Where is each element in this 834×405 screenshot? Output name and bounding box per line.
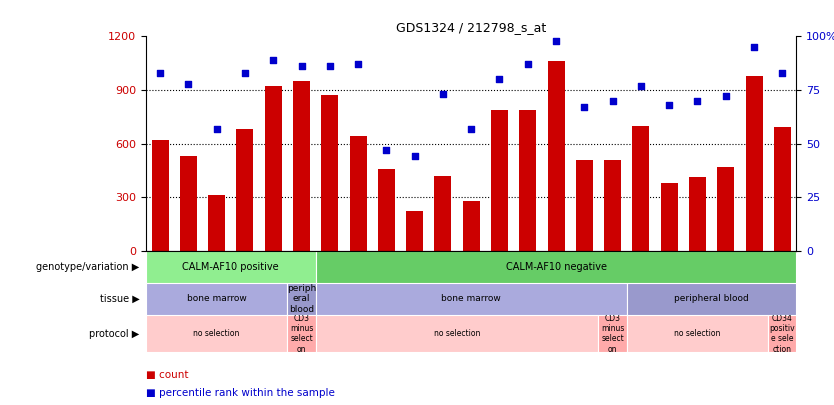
Point bbox=[182, 80, 195, 87]
Text: no selection: no selection bbox=[193, 329, 240, 338]
Bar bbox=[491, 110, 508, 251]
Point bbox=[550, 38, 563, 44]
Text: no selection: no selection bbox=[675, 329, 721, 338]
Point bbox=[521, 61, 535, 68]
Bar bbox=[599, 315, 627, 352]
Text: CD3
minus
select
on: CD3 minus select on bbox=[290, 313, 314, 354]
Point bbox=[153, 70, 167, 76]
Bar bbox=[349, 136, 367, 251]
Text: CD34
positiv
e sele
ction: CD34 positiv e sele ction bbox=[770, 313, 795, 354]
Text: no selection: no selection bbox=[434, 329, 480, 338]
Point bbox=[379, 147, 393, 153]
Bar bbox=[632, 126, 650, 251]
Bar bbox=[548, 62, 565, 251]
Bar bbox=[321, 95, 339, 251]
Bar bbox=[208, 195, 225, 251]
Point bbox=[239, 70, 252, 76]
Point bbox=[408, 153, 421, 160]
Point bbox=[323, 63, 336, 70]
Bar bbox=[717, 167, 734, 251]
Bar bbox=[146, 251, 315, 283]
Bar bbox=[627, 315, 768, 352]
Bar bbox=[315, 283, 627, 315]
Text: ■ percentile rank within the sample: ■ percentile rank within the sample bbox=[146, 388, 334, 398]
Text: CALM-AF10 negative: CALM-AF10 negative bbox=[505, 262, 606, 272]
Text: genotype/variation ▶: genotype/variation ▶ bbox=[36, 262, 139, 272]
Bar bbox=[315, 251, 796, 283]
Bar bbox=[520, 110, 536, 251]
Text: peripheral blood: peripheral blood bbox=[674, 294, 749, 303]
Text: bone marrow: bone marrow bbox=[187, 294, 247, 303]
Point bbox=[578, 104, 591, 111]
Point bbox=[493, 76, 506, 83]
Bar bbox=[768, 315, 796, 352]
Bar bbox=[435, 176, 451, 251]
Text: bone marrow: bone marrow bbox=[441, 294, 501, 303]
Bar bbox=[689, 177, 706, 251]
Point bbox=[719, 93, 732, 100]
Bar bbox=[378, 168, 394, 251]
Bar bbox=[627, 283, 796, 315]
Bar bbox=[746, 76, 762, 251]
Bar bbox=[604, 160, 621, 251]
Point bbox=[436, 91, 450, 98]
Point bbox=[747, 44, 761, 50]
Bar bbox=[575, 160, 593, 251]
Point bbox=[465, 125, 478, 132]
Bar bbox=[406, 211, 423, 251]
Point bbox=[295, 63, 309, 70]
Bar bbox=[146, 315, 288, 352]
Text: protocol ▶: protocol ▶ bbox=[89, 328, 139, 339]
Bar bbox=[315, 315, 599, 352]
Bar bbox=[463, 200, 480, 251]
Text: periph
eral
blood: periph eral blood bbox=[287, 284, 316, 314]
Point bbox=[662, 102, 676, 108]
Bar bbox=[774, 128, 791, 251]
Bar bbox=[288, 283, 315, 315]
Text: CD3
minus
select
on: CD3 minus select on bbox=[601, 313, 625, 354]
Point bbox=[210, 125, 224, 132]
Text: CALM-AF10 positive: CALM-AF10 positive bbox=[183, 262, 279, 272]
Point bbox=[606, 98, 620, 104]
Title: GDS1324 / 212798_s_at: GDS1324 / 212798_s_at bbox=[396, 21, 546, 34]
Bar bbox=[293, 81, 310, 251]
Bar bbox=[661, 183, 678, 251]
Bar bbox=[180, 156, 197, 251]
Point bbox=[267, 57, 280, 63]
Point bbox=[691, 98, 704, 104]
Text: ■ count: ■ count bbox=[146, 370, 188, 379]
Point bbox=[351, 61, 364, 68]
Bar bbox=[264, 86, 282, 251]
Text: tissue ▶: tissue ▶ bbox=[100, 294, 139, 304]
Bar bbox=[237, 129, 254, 251]
Point bbox=[776, 70, 789, 76]
Point bbox=[634, 83, 647, 89]
Bar bbox=[152, 140, 168, 251]
Bar bbox=[146, 283, 288, 315]
Bar bbox=[288, 315, 315, 352]
